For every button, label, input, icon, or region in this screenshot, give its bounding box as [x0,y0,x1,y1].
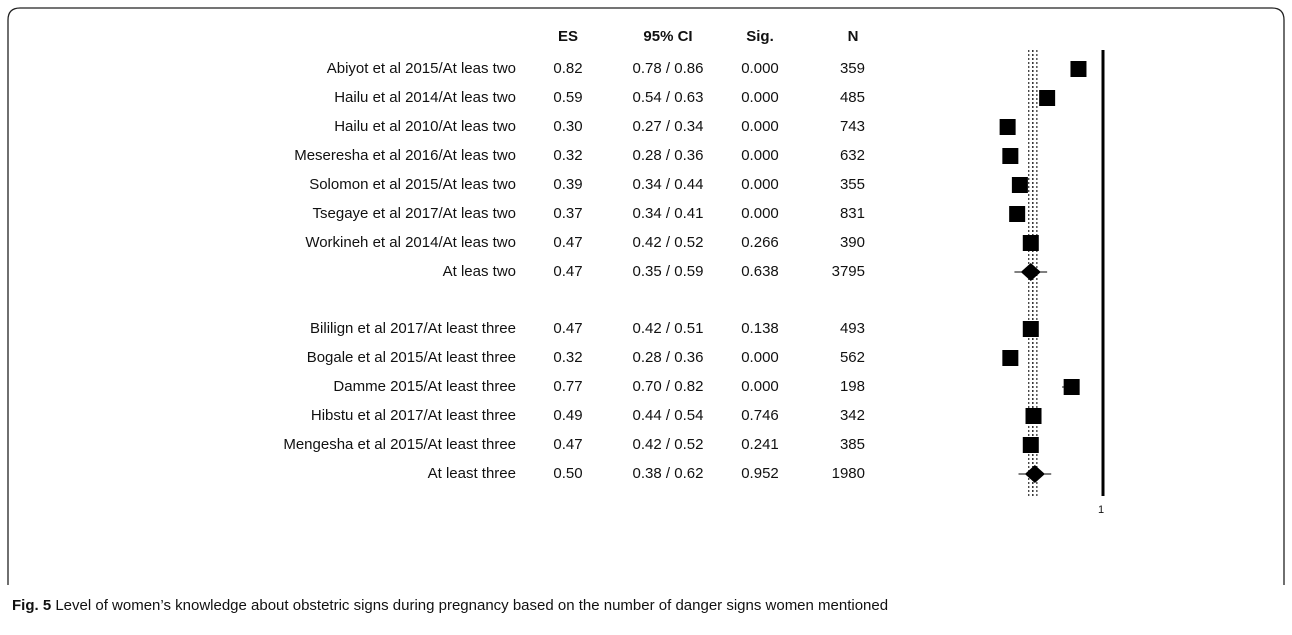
row-label: Bililign et al 2017/At least three [310,320,516,337]
study-square [1070,61,1087,77]
n-value: 493 [840,320,865,337]
n-value: 485 [840,89,865,106]
row-label: Mengesha et al 2015/At least three [283,436,516,453]
sig-value: 0.000 [741,118,779,135]
pooled-diamond [1024,465,1045,483]
ci-value: 0.34 / 0.41 [633,205,704,222]
ci-value: 0.78 / 0.86 [633,60,704,77]
n-value: 3795 [832,263,865,280]
ci-value: 0.28 / 0.36 [633,349,704,366]
row-label: Hailu et al 2010/At leas two [334,118,516,135]
row-label: Hailu et al 2014/At leas two [334,89,516,106]
n-value: 385 [840,436,865,453]
study-square [1009,206,1026,222]
ci-value: 0.44 / 0.54 [633,407,704,424]
frame [7,7,1285,585]
es-value: 0.49 [553,407,582,424]
es-value: 0.50 [553,465,582,482]
row-label: Bogale et al 2015/At least three [307,349,516,366]
caption-text: Level of women’s knowledge about obstetr… [55,597,888,614]
caption-label: Fig. 5 [12,597,51,614]
es-value: 0.30 [553,118,582,135]
row-label: At least three [428,465,516,482]
column-header: N [848,28,859,45]
n-value: 342 [840,407,865,424]
study-square [1002,350,1019,366]
sig-value: 0.952 [741,465,779,482]
study-square [1022,321,1039,337]
n-value: 562 [840,349,865,366]
sig-value: 0.000 [741,378,779,395]
study-square [1022,437,1039,453]
n-value: 831 [840,205,865,222]
es-value: 0.47 [553,436,582,453]
row-label: Abiyot et al 2015/At leas two [327,60,516,77]
sig-value: 0.266 [741,234,779,251]
es-value: 0.32 [553,147,582,164]
row-label: Damme 2015/At least three [333,378,516,395]
sig-value: 0.000 [741,349,779,366]
ci-value: 0.42 / 0.52 [633,234,704,251]
n-value: 355 [840,176,865,193]
sig-value: 0.000 [741,147,779,164]
study-square [1039,90,1056,106]
x-tick-label: 1 [1098,504,1104,516]
es-value: 0.77 [553,378,582,395]
es-value: 0.47 [553,263,582,280]
row-label: Hibstu et al 2017/At least three [311,407,516,424]
ci-value: 0.38 / 0.62 [633,465,704,482]
column-header: Sig. [746,28,774,45]
study-square [1011,177,1028,193]
es-value: 0.37 [553,205,582,222]
column-header: 95% CI [643,28,692,45]
study-square [1025,408,1042,424]
es-value: 0.47 [553,320,582,337]
sig-value: 0.138 [741,320,779,337]
row-label: Meseresha et al 2016/At leas two [294,147,516,164]
study-square [1002,148,1019,164]
ci-value: 0.42 / 0.51 [633,320,704,337]
ci-value: 0.54 / 0.63 [633,89,704,106]
row-label: At leas two [443,263,516,280]
row-label: Workineh et al 2014/At leas two [305,234,516,251]
caption: Fig. 5 Level of women’s knowledge about … [12,597,888,614]
sig-value: 0.000 [741,60,779,77]
n-value: 198 [840,378,865,395]
ci-value: 0.27 / 0.34 [633,118,704,135]
sig-value: 0.638 [741,263,779,280]
column-header: ES [558,28,578,45]
es-value: 0.82 [553,60,582,77]
n-value: 359 [840,60,865,77]
ci-value: 0.28 / 0.36 [633,147,704,164]
sig-value: 0.000 [741,89,779,106]
sig-value: 0.241 [741,436,779,453]
sig-value: 0.000 [741,176,779,193]
n-value: 632 [840,147,865,164]
sig-value: 0.746 [741,407,779,424]
pooled-diamond [1020,263,1041,281]
ci-value: 0.42 / 0.52 [633,436,704,453]
study-square [999,119,1016,135]
n-value: 743 [840,118,865,135]
n-value: 390 [840,234,865,251]
row-label: Tsegaye et al 2017/At leas two [313,205,516,222]
es-value: 0.59 [553,89,582,106]
sig-value: 0.000 [741,205,779,222]
es-value: 0.39 [553,176,582,193]
n-value: 1980 [832,465,865,482]
ci-value: 0.34 / 0.44 [633,176,704,193]
ci-value: 0.70 / 0.82 [633,378,704,395]
es-value: 0.47 [553,234,582,251]
ci-value: 0.35 / 0.59 [633,263,704,280]
study-square [1022,235,1039,251]
es-value: 0.32 [553,349,582,366]
study-square [1063,379,1080,395]
row-label: Solomon et al 2015/At leas two [309,176,516,193]
